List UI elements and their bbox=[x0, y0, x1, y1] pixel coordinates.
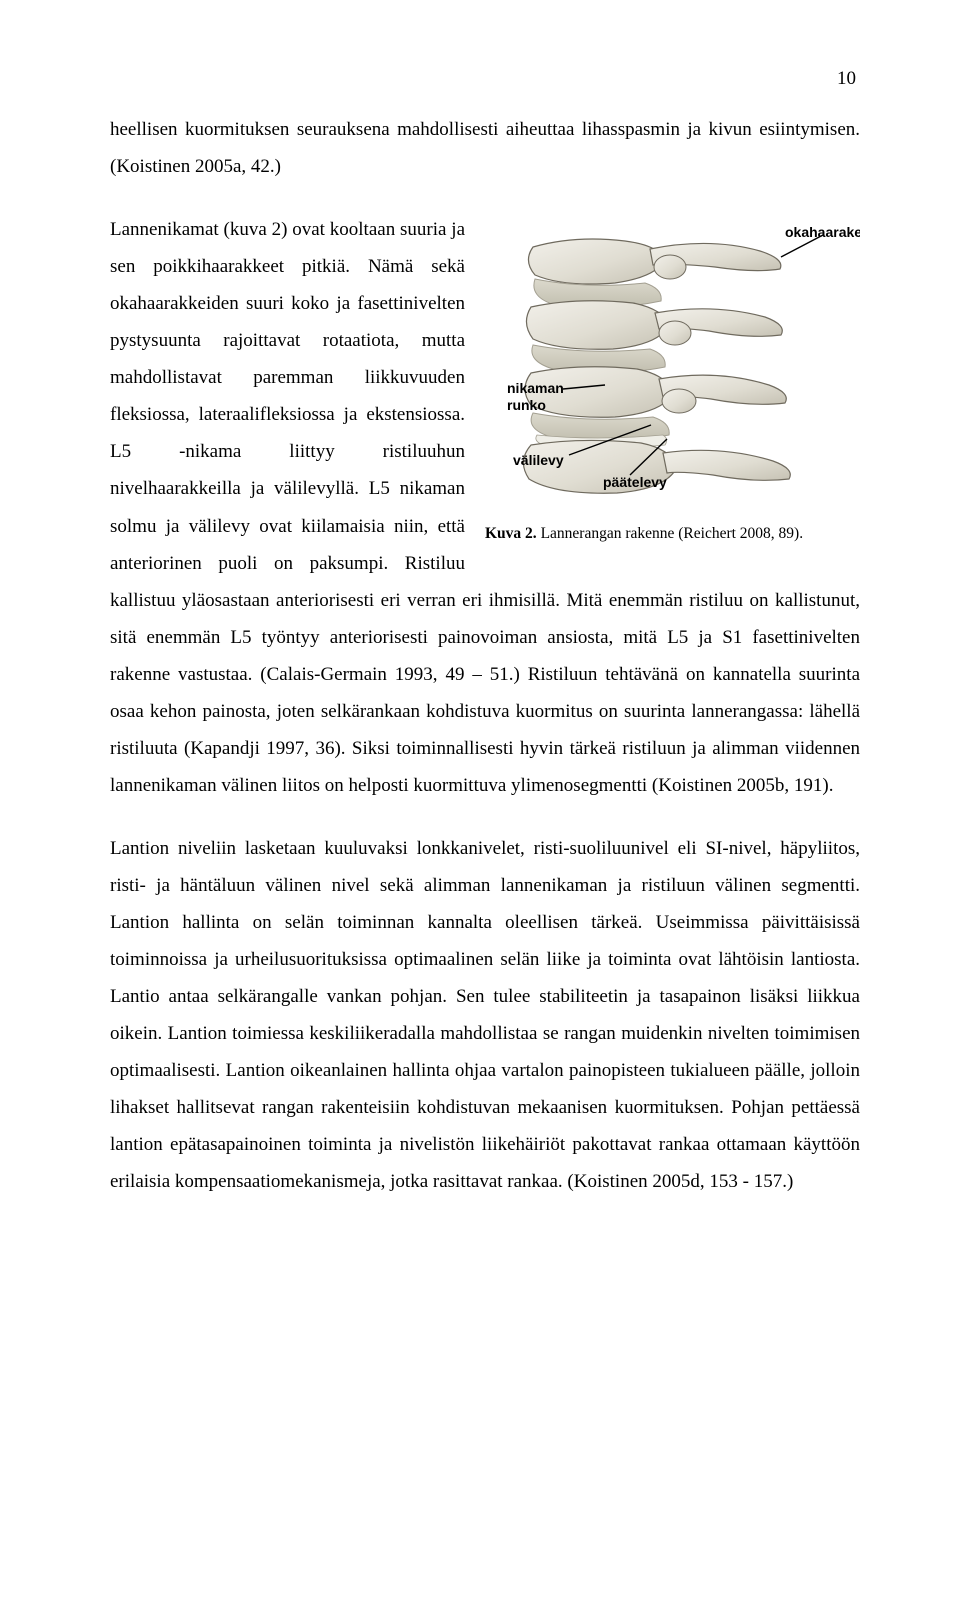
figure-caption: Kuva 2. Lannerangan rakenne (Reichert 20… bbox=[485, 523, 860, 545]
label-okahaarake: okahaarake bbox=[785, 219, 860, 246]
page-number: 10 bbox=[110, 60, 860, 97]
wrap-block: okahaarake nikaman runko välilevy päätel… bbox=[110, 211, 860, 830]
label-paatelevy: päätelevy bbox=[603, 469, 667, 496]
figure-caption-rest: Lannerangan rakenne (Reichert 2008, 89). bbox=[537, 525, 803, 542]
figure-caption-bold: Kuva 2. bbox=[485, 525, 537, 542]
vertebra-2 bbox=[526, 301, 782, 350]
spine-diagram: okahaarake nikaman runko välilevy päätel… bbox=[485, 217, 860, 517]
label-valilevy: välilevy bbox=[513, 447, 564, 474]
label-runko: runko bbox=[507, 392, 546, 419]
figure-2: okahaarake nikaman runko välilevy päätel… bbox=[485, 217, 860, 545]
paragraph-bottom: Lantion niveliin lasketaan kuuluvaksi lo… bbox=[110, 830, 860, 1200]
vertebra-3 bbox=[525, 367, 786, 418]
paragraph-intro: heellisen kuormituksen seurauksena mahdo… bbox=[110, 111, 860, 185]
vertebra-1 bbox=[528, 239, 780, 284]
